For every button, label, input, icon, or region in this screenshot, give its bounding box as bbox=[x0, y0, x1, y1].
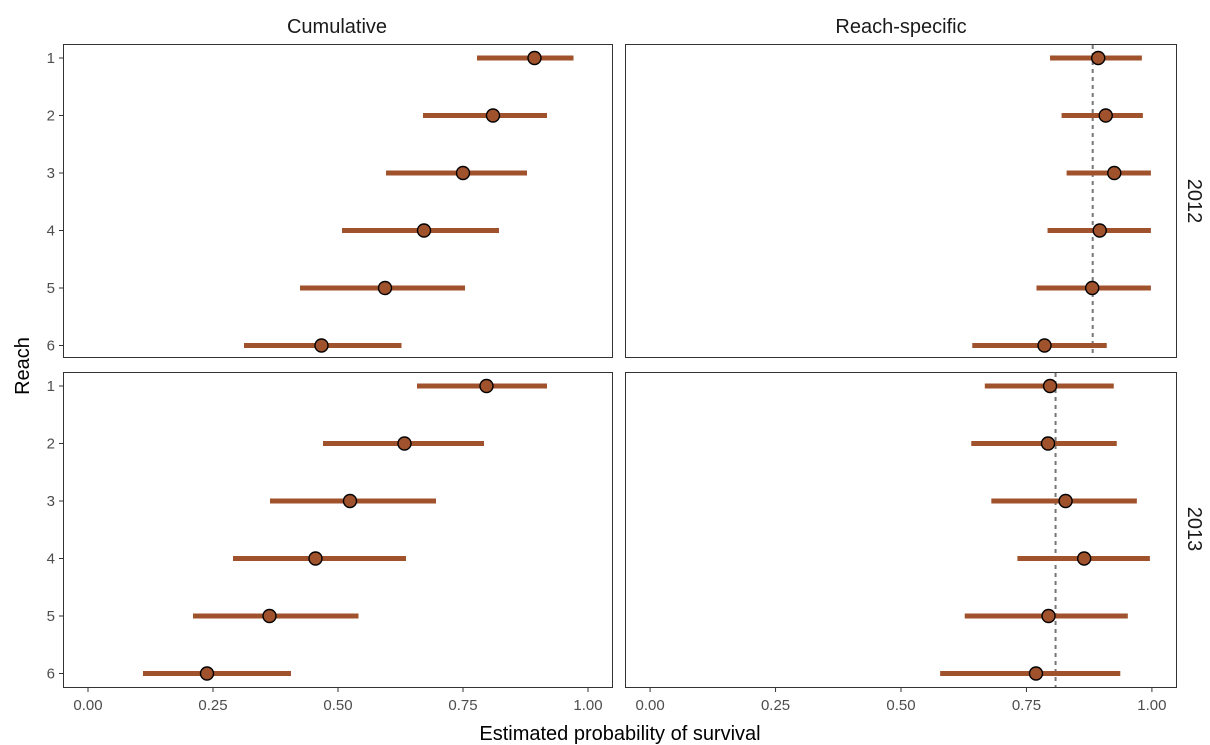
estimate-point-reach-1 bbox=[479, 378, 494, 394]
chart-panels bbox=[63, 44, 1177, 688]
estimate-point-reach-4 bbox=[1076, 551, 1092, 566]
panel-reach-specific-2012 bbox=[625, 44, 1177, 358]
estimate-point-reach-3 bbox=[1058, 493, 1073, 509]
x-tick-labels: 0.00 0.25 0.50 0.75 1.00 0.00 0.25 0.50 0.75 1.00 bbox=[73, 688, 1167, 714]
estimate-point-reach-1 bbox=[1042, 378, 1058, 394]
estimate-point-reach-6 bbox=[199, 666, 215, 681]
estimate-point-reach-2 bbox=[485, 108, 501, 123]
y-tick-labels: 1 2 3 4 5 6 1 2 3 4 5 6 bbox=[47, 50, 63, 683]
panel-cumulative-2013 bbox=[63, 372, 613, 688]
y-tick-label-2012-3: 3 bbox=[47, 165, 55, 182]
row-strip-2013: 2013 bbox=[1183, 507, 1205, 552]
estimate-point-reach-1 bbox=[1091, 50, 1106, 66]
estimate-point-reach-1 bbox=[527, 50, 542, 66]
x-tick-label: 0.50 bbox=[323, 697, 352, 714]
panel-border bbox=[63, 372, 613, 688]
x-tick-label: 0.00 bbox=[635, 697, 664, 714]
estimate-point-reach-5 bbox=[1084, 280, 1100, 296]
estimate-point-reach-6 bbox=[314, 338, 329, 353]
estimate-point-reach-4 bbox=[308, 551, 323, 566]
column-strip-cumulative: Cumulative bbox=[287, 16, 387, 38]
y-tick-label-2013-1: 1 bbox=[47, 378, 55, 395]
estimate-point-reach-5 bbox=[262, 608, 277, 624]
x-tick-label: 1.00 bbox=[573, 697, 602, 714]
estimate-point-reach-2 bbox=[1040, 436, 1056, 451]
estimate-point-reach-4 bbox=[1092, 223, 1107, 238]
x-tick-label: 0.25 bbox=[761, 697, 790, 714]
x-tick-label: 1.00 bbox=[1137, 697, 1166, 714]
y-tick-label-2013-6: 6 bbox=[47, 666, 55, 683]
x-tick-label: 0.75 bbox=[448, 697, 477, 714]
y-tick-label-2012-2: 2 bbox=[47, 108, 55, 125]
estimate-point-reach-6 bbox=[1028, 666, 1044, 681]
estimate-point-reach-3 bbox=[1107, 165, 1122, 181]
estimate-point-reach-4 bbox=[416, 223, 432, 238]
estimate-point-reach-5 bbox=[377, 280, 393, 296]
estimate-point-reach-3 bbox=[342, 493, 358, 509]
estimate-point-reach-6 bbox=[1037, 338, 1052, 353]
y-tick-label-2013-2: 2 bbox=[47, 436, 55, 453]
facet-strips: Cumulative Reach-specific 2012 2013 bbox=[287, 16, 1205, 551]
panel-cumulative-2012 bbox=[63, 44, 613, 358]
estimate-point-reach-5 bbox=[1041, 608, 1056, 624]
x-tick-label: 0.25 bbox=[198, 697, 227, 714]
x-tick-label: 0.00 bbox=[73, 697, 102, 714]
column-strip-reach-specific: Reach-specific bbox=[835, 16, 966, 38]
y-tick-label-2013-4: 4 bbox=[47, 551, 55, 568]
y-tick-label-2012-6: 6 bbox=[47, 338, 55, 355]
x-tick-label: 0.50 bbox=[886, 697, 915, 714]
panel-reach-specific-2013 bbox=[625, 372, 1177, 688]
y-tick-label-2012-5: 5 bbox=[47, 280, 55, 297]
y-tick-label-2013-5: 5 bbox=[47, 608, 55, 625]
estimate-point-reach-2 bbox=[1098, 108, 1113, 123]
panel-border bbox=[625, 44, 1177, 358]
panel-border bbox=[625, 372, 1177, 688]
y-tick-label-2012-4: 4 bbox=[47, 223, 55, 240]
y-tick-label-2013-3: 3 bbox=[47, 493, 55, 510]
x-tick-label: 0.75 bbox=[1012, 697, 1041, 714]
estimate-point-reach-3 bbox=[455, 165, 471, 181]
x-axis-title: Estimated probability of survival bbox=[479, 723, 760, 745]
estimate-point-reach-2 bbox=[397, 436, 412, 451]
y-axis-title: Reach bbox=[12, 337, 34, 395]
panel-border bbox=[63, 44, 613, 358]
row-strip-2012: 2012 bbox=[1183, 179, 1205, 224]
y-tick-label-2012-1: 1 bbox=[47, 50, 55, 67]
